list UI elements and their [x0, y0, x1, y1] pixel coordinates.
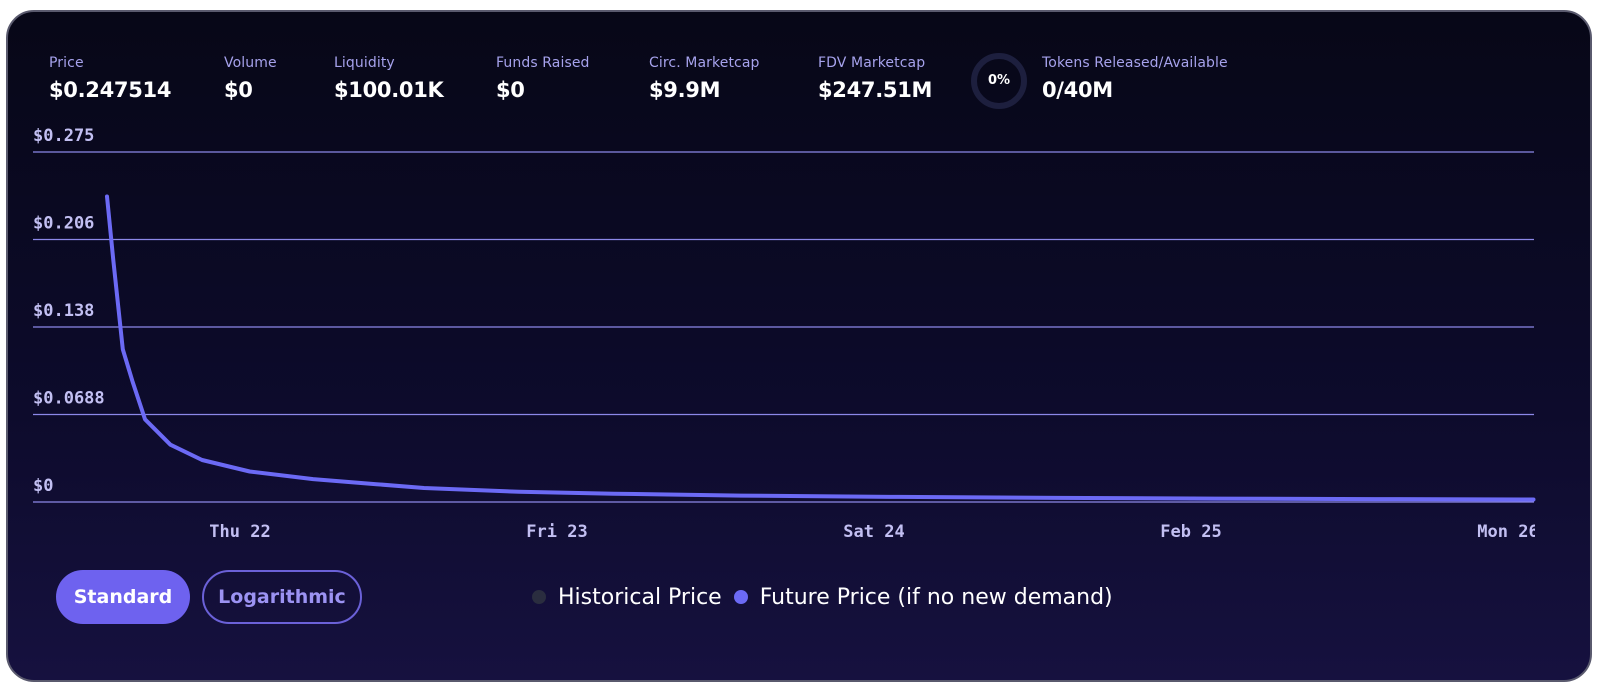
stat-volume-value: $0: [224, 78, 253, 102]
x-tick-label: Thu 22: [209, 522, 270, 542]
chart-grid: [33, 151, 1534, 503]
y-axis-ticks: $0.275 $0.206 $0.138 $0.0688 $0: [33, 126, 105, 496]
legend-historical-label: Historical Price: [558, 584, 722, 610]
x-tick-label: Sat 24: [843, 522, 904, 542]
y-tick-label: $0.0688: [33, 389, 105, 409]
stat-circ-marketcap-label: Circ. Marketcap: [649, 55, 760, 71]
chart-legend: Historical Price Future Price (if no new…: [532, 580, 1125, 614]
stat-circ-marketcap: Circ. Marketcap $9.9M: [649, 55, 760, 102]
y-tick-label: $0.206: [33, 214, 94, 234]
stat-funds-raised-value: $0: [496, 78, 525, 102]
stat-volume: Volume $0: [224, 55, 277, 102]
x-tick-label: Feb 25: [1160, 522, 1221, 542]
stat-liquidity-label: Liquidity: [334, 55, 395, 71]
x-axis-ticks: Thu 22 Fri 23 Sat 24 Feb 25 Mon 26: [209, 522, 1538, 542]
stat-fdv-marketcap-value: $247.51M: [818, 78, 933, 102]
standard-scale-button[interactable]: Standard: [56, 570, 190, 624]
y-tick-label: $0.275: [33, 126, 94, 146]
price-chart: $0.275 $0.206 $0.138 $0.0688 $0 Thu 22 Fri 23…: [33, 126, 1538, 542]
x-tick-label: Mon 26: [1477, 522, 1538, 542]
stat-volume-label: Volume: [224, 55, 277, 71]
price-chart-card: Price $0.247514 Volume $0 Liquidity $100…: [6, 10, 1592, 682]
stat-tokens-released-label: Tokens Released/Available: [1042, 55, 1228, 71]
y-tick-label: $0.138: [33, 301, 94, 321]
historical-dot-icon: [532, 590, 546, 604]
stat-liquidity: Liquidity $100.01K: [334, 55, 444, 102]
logarithmic-scale-button[interactable]: Logarithmic: [202, 570, 362, 624]
stat-funds-raised: Funds Raised $0: [496, 55, 590, 102]
stat-price-value: $0.247514: [49, 78, 172, 102]
stat-circ-marketcap-value: $9.9M: [649, 78, 721, 102]
stat-fdv-marketcap-label: FDV Marketcap: [818, 55, 926, 71]
stat-liquidity-value: $100.01K: [334, 78, 444, 102]
stat-funds-raised-label: Funds Raised: [496, 55, 590, 71]
legend-future-label: Future Price (if no new demand): [759, 584, 1113, 610]
stat-fdv-marketcap: FDV Marketcap $247.51M: [818, 55, 932, 102]
legend-historical[interactable]: Historical Price: [532, 585, 722, 610]
stat-tokens-released-value: 0/40M: [1042, 78, 1113, 102]
release-percent: 0%: [987, 73, 1011, 88]
stat-price-label: Price: [49, 55, 84, 71]
x-tick-label: Fri 23: [526, 522, 587, 542]
stat-price: Price $0.247514: [49, 55, 171, 102]
stat-tokens-released: Tokens Released/Available 0/40M: [1042, 55, 1228, 102]
legend-future[interactable]: Future Price (if no new demand): [733, 584, 1113, 610]
future-dot-icon: [733, 590, 748, 604]
y-tick-label: $0: [33, 476, 53, 496]
release-progress-ring: 0%: [970, 52, 1028, 110]
future-price-line: [105, 194, 1536, 502]
